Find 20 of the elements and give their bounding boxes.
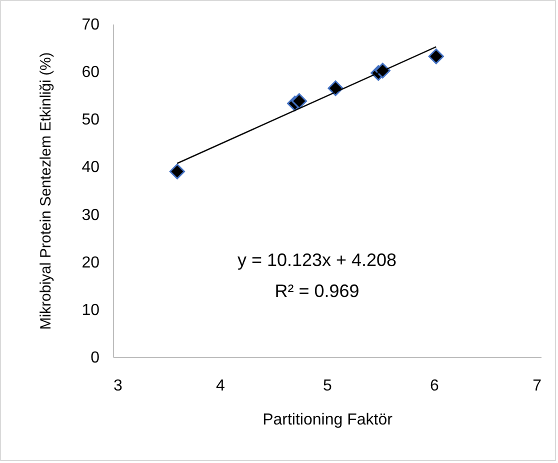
y-tick-label: 40: [82, 159, 100, 176]
y-tick-label: 70: [82, 16, 100, 34]
y-tick-label: 50: [82, 112, 100, 129]
y-tick-label: 0: [90, 350, 100, 366]
y-axis-title: Mikrobiyal Protein Sentezlem Etkinliği (%): [38, 52, 55, 330]
x-tick-label: 4: [216, 378, 226, 394]
point: [428, 48, 444, 64]
annotation: R² = 0.969: [274, 281, 360, 301]
x-tick-label: 3: [114, 378, 122, 394]
x-tick-label: 6: [430, 378, 440, 394]
y-tick-label: 20: [82, 254, 100, 272]
point: [291, 93, 307, 109]
y-tick-label: 30: [82, 206, 100, 224]
x-axis-title: Partitioning Faktör: [262, 412, 394, 428]
y-tick-label: 10: [82, 302, 100, 319]
annotation: y = 10.123x + 4.208: [237, 250, 397, 270]
x-tick-label: 7: [532, 378, 542, 394]
y-tick-label: 60: [82, 64, 100, 82]
x-tick-label: 5: [323, 378, 332, 394]
point: [169, 164, 186, 180]
